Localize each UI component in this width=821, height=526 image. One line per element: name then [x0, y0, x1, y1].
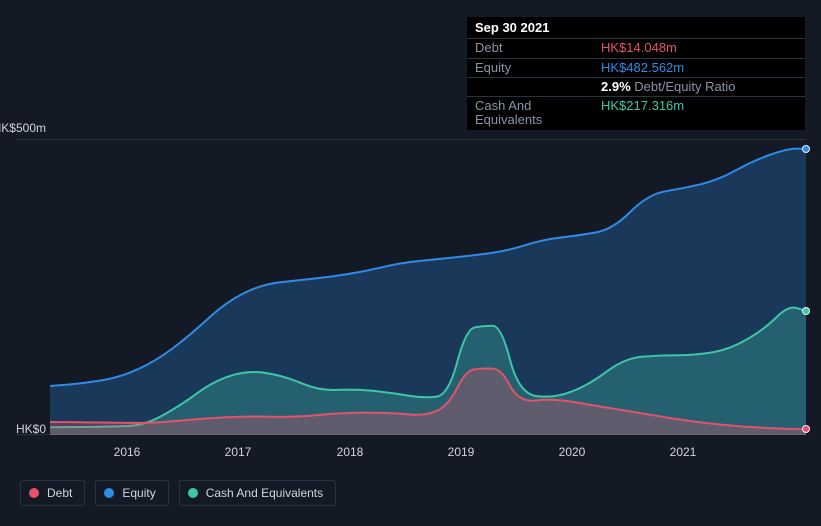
- legend-item-label: Equity: [122, 486, 155, 500]
- series-end-marker-equity: [802, 145, 810, 153]
- legend-item-debt[interactable]: Debt: [20, 480, 85, 506]
- legend-dot-icon: [29, 488, 39, 498]
- tooltip-row-label: [475, 80, 601, 94]
- tooltip-row: Cash And EquivalentsHK$217.316m: [467, 97, 805, 130]
- legend-dot-icon: [188, 488, 198, 498]
- chart-tooltip: Sep 30 2021 DebtHK$14.048mEquityHK$482.5…: [467, 17, 805, 130]
- legend-dot-icon: [104, 488, 114, 498]
- chart-container: HK$500m HK$0 2016 2017 2018 2019 2020 2021 Sep…: [0, 0, 821, 526]
- legend-item-label: Debt: [47, 486, 72, 500]
- chart-plot-area[interactable]: [50, 140, 806, 435]
- tooltip-row-label: Debt: [475, 41, 601, 55]
- series-end-marker-cash: [802, 307, 810, 315]
- tooltip-date: Sep 30 2021: [467, 17, 805, 39]
- x-axis-tick-label: 2020: [559, 445, 586, 459]
- x-axis-tick-label: 2021: [670, 445, 697, 459]
- legend-item-label: Cash And Equivalents: [206, 486, 323, 500]
- x-axis-tick-label: 2018: [337, 445, 364, 459]
- tooltip-row-label: Equity: [475, 61, 601, 75]
- x-axis-tick-label: 2019: [448, 445, 475, 459]
- tooltip-row: DebtHK$14.048m: [467, 39, 805, 58]
- legend-item-cash[interactable]: Cash And Equivalents: [179, 480, 336, 506]
- tooltip-row-value: HK$14.048m: [601, 41, 677, 55]
- tooltip-row-value: 2.9% Debt/Equity Ratio: [601, 80, 735, 94]
- y-axis-tick-label: HK$500m: [0, 121, 46, 135]
- x-axis-tick-label: 2017: [225, 445, 252, 459]
- legend-item-equity[interactable]: Equity: [95, 480, 168, 506]
- tooltip-row-value: HK$217.316m: [601, 99, 684, 128]
- tooltip-row: EquityHK$482.562m: [467, 59, 805, 78]
- y-axis-tick-label: HK$0: [16, 422, 46, 436]
- series-end-marker-debt: [802, 425, 810, 433]
- tooltip-row-label: Cash And Equivalents: [475, 99, 601, 128]
- tooltip-row-value: HK$482.562m: [601, 61, 684, 75]
- x-axis-tick-label: 2016: [114, 445, 141, 459]
- chart-legend: Debt Equity Cash And Equivalents: [20, 480, 336, 506]
- tooltip-row: 2.9% Debt/Equity Ratio: [467, 78, 805, 97]
